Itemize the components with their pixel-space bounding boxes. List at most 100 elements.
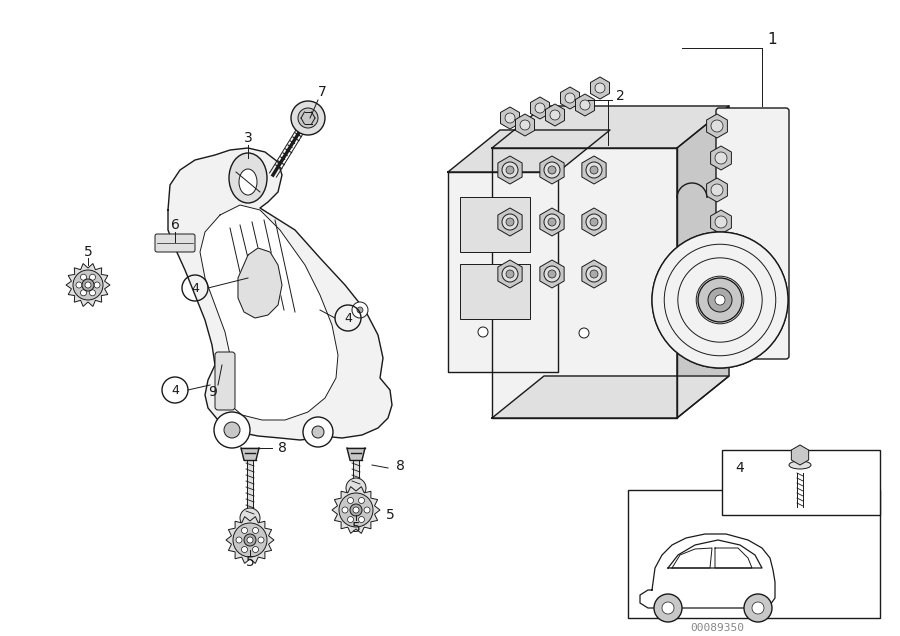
Ellipse shape: [652, 232, 788, 368]
Circle shape: [586, 162, 602, 178]
Bar: [722, 450, 880, 515]
Circle shape: [715, 295, 725, 305]
Polygon shape: [590, 77, 609, 99]
Circle shape: [506, 218, 514, 226]
Circle shape: [94, 282, 100, 288]
Text: 2: 2: [616, 89, 625, 103]
Polygon shape: [582, 156, 606, 184]
Bar: [628, 490, 880, 618]
Circle shape: [715, 152, 727, 164]
Circle shape: [580, 100, 590, 110]
FancyBboxPatch shape: [155, 234, 195, 252]
Polygon shape: [247, 460, 253, 518]
Circle shape: [312, 426, 324, 438]
Polygon shape: [561, 87, 580, 109]
Circle shape: [85, 282, 91, 288]
Circle shape: [708, 288, 732, 312]
Polygon shape: [448, 130, 610, 172]
Circle shape: [548, 166, 556, 174]
Circle shape: [80, 274, 86, 280]
Polygon shape: [498, 208, 522, 236]
Text: 8: 8: [277, 441, 286, 455]
Polygon shape: [168, 148, 392, 440]
Circle shape: [358, 516, 365, 523]
Circle shape: [89, 290, 95, 296]
Polygon shape: [492, 106, 729, 148]
Circle shape: [350, 504, 362, 516]
Circle shape: [590, 166, 598, 174]
Ellipse shape: [789, 461, 811, 469]
Circle shape: [76, 282, 82, 288]
Circle shape: [548, 218, 556, 226]
Circle shape: [579, 328, 589, 338]
Polygon shape: [706, 242, 727, 266]
Text: 5: 5: [352, 521, 360, 535]
Polygon shape: [640, 534, 775, 608]
Circle shape: [565, 93, 575, 103]
Polygon shape: [545, 104, 564, 126]
Circle shape: [89, 274, 95, 280]
Circle shape: [233, 523, 267, 557]
Circle shape: [224, 422, 240, 438]
Circle shape: [298, 108, 318, 128]
Text: 4: 4: [344, 312, 352, 324]
Text: 3: 3: [244, 131, 252, 145]
Circle shape: [544, 162, 560, 178]
Polygon shape: [238, 248, 282, 318]
Polygon shape: [706, 114, 727, 138]
Circle shape: [715, 216, 727, 228]
Text: 5: 5: [246, 555, 255, 569]
Circle shape: [352, 302, 368, 318]
Polygon shape: [200, 205, 338, 420]
Text: 7: 7: [318, 85, 327, 99]
Circle shape: [505, 113, 515, 123]
Circle shape: [342, 507, 348, 513]
Polygon shape: [498, 156, 522, 184]
Circle shape: [347, 516, 354, 523]
Circle shape: [241, 546, 248, 553]
Circle shape: [586, 266, 602, 282]
Circle shape: [291, 101, 325, 135]
Circle shape: [247, 537, 253, 543]
Circle shape: [241, 527, 248, 534]
Polygon shape: [498, 260, 522, 288]
Polygon shape: [668, 540, 762, 568]
Circle shape: [478, 327, 488, 337]
Circle shape: [744, 594, 772, 622]
Text: 8: 8: [396, 459, 404, 473]
Circle shape: [240, 508, 260, 528]
Polygon shape: [347, 448, 365, 460]
Circle shape: [82, 279, 94, 291]
Circle shape: [595, 83, 605, 93]
Circle shape: [550, 110, 560, 120]
Polygon shape: [332, 487, 380, 534]
Polygon shape: [677, 106, 729, 418]
Circle shape: [214, 412, 250, 448]
Bar: [460, 197, 530, 252]
Polygon shape: [540, 260, 564, 288]
Circle shape: [253, 527, 258, 534]
Circle shape: [502, 214, 518, 230]
FancyBboxPatch shape: [716, 108, 789, 359]
Circle shape: [548, 270, 556, 278]
Circle shape: [258, 537, 264, 543]
Bar: [460, 264, 530, 319]
Ellipse shape: [652, 232, 788, 368]
Circle shape: [236, 537, 242, 543]
Circle shape: [711, 120, 723, 132]
Circle shape: [698, 278, 742, 322]
Circle shape: [506, 166, 514, 174]
FancyBboxPatch shape: [215, 352, 235, 410]
Text: 6: 6: [171, 218, 179, 232]
Circle shape: [244, 534, 256, 546]
Circle shape: [662, 602, 674, 614]
Circle shape: [590, 218, 598, 226]
Polygon shape: [500, 107, 519, 129]
Polygon shape: [791, 445, 809, 465]
Circle shape: [502, 266, 518, 282]
Circle shape: [80, 290, 86, 296]
Text: 4: 4: [735, 461, 744, 475]
Polygon shape: [516, 114, 535, 136]
Circle shape: [364, 507, 370, 513]
Ellipse shape: [239, 169, 257, 195]
